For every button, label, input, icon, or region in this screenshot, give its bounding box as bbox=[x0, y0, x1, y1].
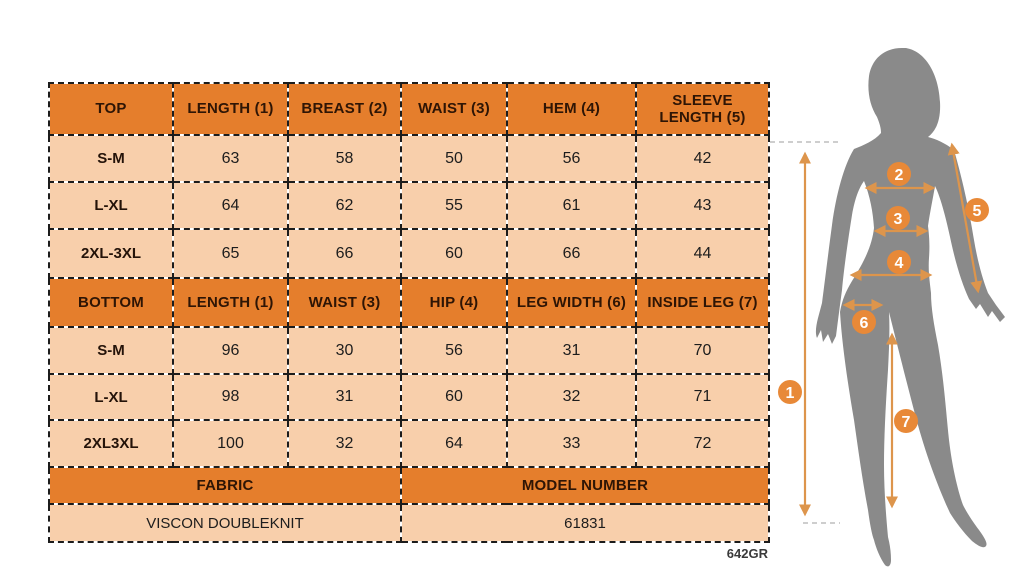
header-model-number: MODEL NUMBER bbox=[400, 466, 770, 505]
header-breast-2: BREAST (2) bbox=[287, 82, 402, 136]
marker-7-label: 7 bbox=[902, 414, 911, 431]
value-cell: 56 bbox=[400, 326, 508, 375]
value-cell: 61 bbox=[506, 181, 637, 230]
value-cell: 60 bbox=[400, 228, 508, 279]
measurement-figure: 1 2 3 4 5 6 7 bbox=[770, 48, 1005, 567]
value-cell: 31 bbox=[506, 326, 637, 375]
value-cell: 32 bbox=[506, 373, 637, 421]
value-cell: 42 bbox=[635, 134, 770, 183]
header-bottom: BOTTOM bbox=[48, 277, 174, 328]
size-label: L-XL bbox=[48, 181, 174, 230]
watermark-code: 642GR bbox=[726, 546, 768, 561]
value-cell: 58 bbox=[287, 134, 402, 183]
value-cell: 66 bbox=[506, 228, 637, 279]
marker-3-label: 3 bbox=[894, 211, 903, 228]
marker-6-label: 6 bbox=[860, 315, 869, 332]
sleeve-arrow-5 bbox=[947, 142, 983, 294]
table-row: 2XL-3XL 65 66 60 66 44 bbox=[48, 228, 770, 279]
model-number-value: 61831 bbox=[400, 503, 770, 543]
value-cell: 31 bbox=[287, 373, 402, 421]
header-length-1: LENGTH (1) bbox=[172, 277, 289, 328]
marker-5-badge: 5 bbox=[965, 198, 989, 222]
female-silhouette bbox=[815, 48, 1005, 567]
size-label: 2XL-3XL bbox=[48, 228, 174, 279]
header-inside-leg-7: INSIDE LEG (7) bbox=[635, 277, 770, 328]
marker-6-badge: 6 bbox=[852, 310, 876, 334]
header-waist-3: WAIST (3) bbox=[287, 277, 402, 328]
value-cell: 56 bbox=[506, 134, 637, 183]
header-hip-4: HIP (4) bbox=[400, 277, 508, 328]
header-length-1: LENGTH (1) bbox=[172, 82, 289, 136]
table-row: L-XL 98 31 60 32 71 bbox=[48, 373, 770, 421]
size-chart-table: TOP LENGTH (1) BREAST (2) WAIST (3) HEM … bbox=[48, 82, 770, 543]
size-label: S-M bbox=[48, 326, 174, 375]
size-label: 2XL3XL bbox=[48, 419, 174, 468]
marker-2-label: 2 bbox=[895, 167, 904, 184]
marker-4-badge: 4 bbox=[887, 250, 911, 274]
value-cell: 98 bbox=[172, 373, 289, 421]
header-hem-4: HEM (4) bbox=[506, 82, 637, 136]
table-row: 2XL3XL 100 32 64 33 72 bbox=[48, 419, 770, 468]
value-cell: 64 bbox=[400, 419, 508, 468]
value-cell: 50 bbox=[400, 134, 508, 183]
value-cell: 72 bbox=[635, 419, 770, 468]
value-cell: 55 bbox=[400, 181, 508, 230]
value-cell: 60 bbox=[400, 373, 508, 421]
top-header-row: TOP LENGTH (1) BREAST (2) WAIST (3) HEM … bbox=[48, 82, 770, 136]
marker-1-badge: 1 bbox=[778, 380, 802, 404]
marker-5-label: 5 bbox=[973, 203, 982, 220]
bottom-header-row: BOTTOM LENGTH (1) WAIST (3) HIP (4) LEG … bbox=[48, 277, 770, 328]
value-cell: 44 bbox=[635, 228, 770, 279]
table-row: L-XL 64 62 55 61 43 bbox=[48, 181, 770, 230]
size-label: L-XL bbox=[48, 373, 174, 421]
value-cell: 96 bbox=[172, 326, 289, 375]
header-waist-3: WAIST (3) bbox=[400, 82, 508, 136]
table-row: S-M 63 58 50 56 42 bbox=[48, 134, 770, 183]
marker-7-badge: 7 bbox=[894, 409, 918, 433]
value-cell: 62 bbox=[287, 181, 402, 230]
value-cell: 33 bbox=[506, 419, 637, 468]
value-cell: 100 bbox=[172, 419, 289, 468]
value-cell: 30 bbox=[287, 326, 402, 375]
marker-3-badge: 3 bbox=[886, 206, 910, 230]
value-cell: 65 bbox=[172, 228, 289, 279]
marker-4-label: 4 bbox=[895, 255, 904, 272]
value-cell: 64 bbox=[172, 181, 289, 230]
marker-1-label: 1 bbox=[786, 385, 795, 402]
marker-2-badge: 2 bbox=[887, 162, 911, 186]
value-cell: 32 bbox=[287, 419, 402, 468]
value-cell: 71 bbox=[635, 373, 770, 421]
header-sleeve-length-5: SLEEVE LENGTH (5) bbox=[635, 82, 770, 136]
header-fabric: FABRIC bbox=[48, 466, 402, 505]
info-header-row: FABRIC MODEL NUMBER bbox=[48, 466, 770, 505]
size-label: S-M bbox=[48, 134, 174, 183]
table-row: S-M 96 30 56 31 70 bbox=[48, 326, 770, 375]
value-cell: 63 bbox=[172, 134, 289, 183]
header-top: TOP bbox=[48, 82, 174, 136]
header-leg-width-6: LEG WIDTH (6) bbox=[506, 277, 637, 328]
value-cell: 66 bbox=[287, 228, 402, 279]
info-value-row: VISCON DOUBLEKNIT 61831 bbox=[48, 503, 770, 543]
value-cell: 43 bbox=[635, 181, 770, 230]
value-cell: 70 bbox=[635, 326, 770, 375]
fabric-value: VISCON DOUBLEKNIT bbox=[48, 503, 402, 543]
